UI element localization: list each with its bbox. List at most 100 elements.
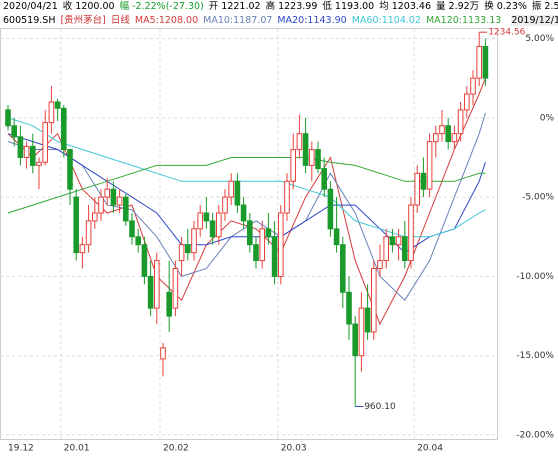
candle-body	[209, 220, 216, 238]
candle-body	[129, 220, 135, 238]
candle-body	[61, 107, 67, 151]
candle-body	[315, 149, 321, 170]
y-tick-label: -20.00%	[516, 431, 554, 441]
candle-body	[377, 260, 383, 269]
candle-body	[464, 93, 470, 111]
candle-body	[278, 212, 284, 277]
high-label: 1234.56	[488, 28, 525, 38]
candle-body	[178, 244, 185, 262]
legend-entry: MA5:1208.00	[134, 15, 199, 26]
candle-body	[116, 196, 123, 206]
candle-body	[98, 196, 104, 214]
x-tick-label: 19.12	[8, 444, 34, 454]
quote-item: 高 1223.99	[265, 1, 318, 12]
candle-body	[30, 145, 36, 166]
candle-body	[433, 133, 439, 143]
low-label: 960.10	[364, 402, 396, 412]
candle-body	[141, 244, 148, 277]
candle-body	[340, 244, 346, 293]
candle-body	[67, 149, 73, 190]
candle-body	[104, 188, 111, 198]
candle-body	[48, 101, 55, 124]
candle-body	[358, 307, 365, 357]
candle-body	[445, 125, 451, 143]
candle-body	[247, 220, 253, 246]
candle-body	[309, 149, 315, 166]
candle-body	[228, 180, 234, 198]
candle-body	[253, 244, 259, 262]
quote-item: 换 0.23%	[484, 1, 527, 12]
candle-body	[154, 260, 160, 309]
indicator-bar: 600519.SH [贵州茅台] 日线 MA5:1208.00 MA10:1187.07…	[0, 14, 558, 28]
candle-body	[191, 228, 197, 254]
quote-bar: 2020/04/21 收 1200.00 幅 -2.22%(-27.30) 开 122…	[0, 0, 558, 14]
candle-body	[346, 291, 352, 325]
candle-body	[414, 172, 420, 206]
period: 日线	[110, 15, 130, 26]
candle-body	[321, 168, 327, 190]
legend-entry: MA20:1143.90	[277, 15, 347, 26]
date-range: 2019/12/18-2020/...	[511, 15, 558, 26]
candle-body	[408, 204, 414, 262]
x-tick-label: 20.03	[281, 444, 307, 454]
candle-body	[383, 236, 389, 262]
quote-item: 低 1193.00	[322, 1, 375, 12]
candle-body	[271, 236, 278, 277]
candle-body	[364, 307, 371, 333]
candle-body	[296, 133, 303, 151]
y-tick-label: -15.00%	[516, 351, 554, 361]
quote-item: 均 1203.46	[379, 1, 431, 12]
candle-body	[371, 267, 377, 333]
candle-body	[476, 45, 482, 79]
candle-body	[222, 196, 228, 214]
candle-body	[216, 212, 222, 238]
quote-item: 量 2.92万	[436, 1, 480, 12]
candle-body	[23, 145, 30, 158]
candle-body	[92, 212, 98, 222]
x-tick-label: 20.02	[163, 444, 189, 454]
candle-body	[420, 172, 427, 190]
candle-body	[110, 188, 117, 206]
candle-body	[352, 323, 358, 357]
x-tick-label: 20.04	[417, 444, 443, 454]
legend-entry: MA60:1104.02	[351, 15, 421, 26]
candle-body	[259, 228, 265, 262]
stock-name: [贵州茅台]	[60, 15, 106, 26]
ma-line	[7, 112, 486, 301]
quote-item: 2020/04/21	[3, 1, 58, 12]
candle-body	[197, 212, 203, 230]
legend-entry: MA10:1187.07	[203, 15, 273, 26]
candle-body	[426, 141, 433, 190]
ma-line	[7, 78, 486, 326]
candle-body	[135, 236, 141, 246]
candle-body	[470, 77, 476, 95]
candle-body	[73, 196, 80, 254]
legend: MA5:1208.00 MA10:1187.07 MA20:1143.90 MA60:…	[135, 15, 506, 26]
y-tick-label: 0%	[540, 113, 555, 123]
candle-body	[482, 45, 489, 79]
candle-body	[284, 180, 290, 214]
candle-body	[5, 109, 11, 127]
candle-body	[240, 204, 247, 222]
chart: 5.00% 0% -5.00% -10.00% -15.00% -20.00% 19.12 2…	[0, 28, 555, 454]
candle-body	[147, 275, 154, 309]
y-tick-label: -5.00%	[522, 193, 554, 203]
candle-body	[54, 101, 61, 109]
candle-body	[389, 236, 396, 246]
quote-item: 开 1221.02	[208, 1, 261, 12]
candle-body	[439, 125, 445, 135]
candle-body	[333, 228, 340, 246]
y-tick-label: -10.00%	[516, 272, 554, 282]
candle-body	[85, 220, 92, 246]
quote-item: 收 1200.00	[62, 1, 115, 12]
x-tick-label: 20.01	[64, 444, 90, 454]
candle-body	[79, 244, 86, 254]
plot-frame	[0, 28, 498, 440]
candle-body	[327, 188, 334, 230]
candle-body	[302, 133, 309, 166]
candle-body	[457, 109, 464, 135]
candle-body	[265, 228, 272, 238]
stock-code: 600519.SH	[3, 15, 56, 26]
candle-body	[42, 122, 49, 163]
